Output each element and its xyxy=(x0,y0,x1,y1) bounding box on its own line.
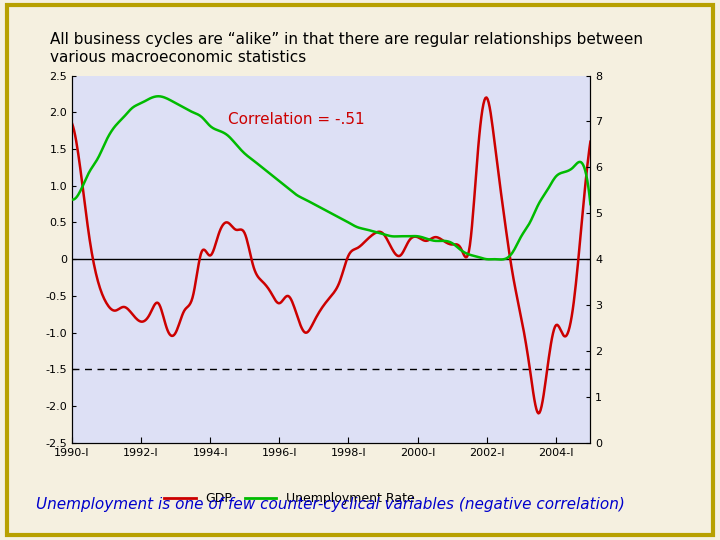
Text: All business cycles are “alike” in that there are regular relationships between
: All business cycles are “alike” in that … xyxy=(50,32,644,65)
Text: Unemployment is one of few counter-cyclical variables (negative correlation): Unemployment is one of few counter-cycli… xyxy=(36,497,625,512)
Legend: GDP, Unemployment Rate: GDP, Unemployment Rate xyxy=(159,487,420,510)
Text: Correlation = -.51: Correlation = -.51 xyxy=(228,112,364,127)
